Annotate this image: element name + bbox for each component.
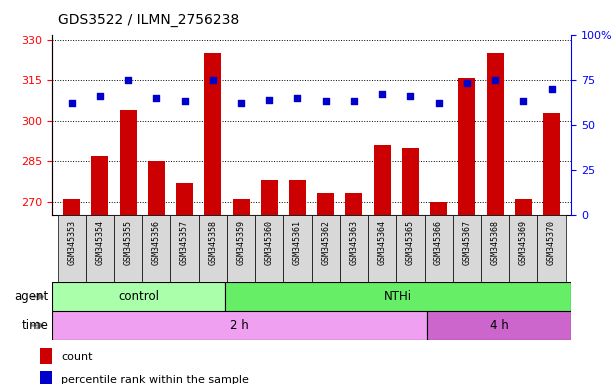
Bar: [225, 282, 571, 311]
Bar: [170, 215, 199, 282]
Text: GSM345367: GSM345367: [463, 220, 471, 265]
Point: [95, 93, 105, 99]
Bar: [538, 215, 566, 282]
Text: GSM345368: GSM345368: [491, 220, 500, 265]
Bar: [176, 183, 193, 384]
Text: GSM345359: GSM345359: [236, 220, 246, 265]
Bar: [227, 215, 255, 282]
Text: GSM345353: GSM345353: [67, 220, 76, 265]
Point: [67, 100, 76, 106]
Bar: [317, 194, 334, 384]
Bar: [142, 215, 170, 282]
Bar: [430, 202, 447, 384]
Bar: [199, 215, 227, 282]
Bar: [148, 161, 165, 384]
Bar: [57, 215, 86, 282]
Point: [547, 86, 557, 92]
Text: 4 h: 4 h: [490, 319, 508, 332]
Bar: [40, 348, 52, 364]
Bar: [284, 215, 312, 282]
Bar: [374, 145, 390, 384]
Text: GSM345364: GSM345364: [378, 220, 387, 265]
Text: GSM345356: GSM345356: [152, 220, 161, 265]
Point: [518, 98, 528, 104]
Point: [434, 100, 444, 106]
Point: [293, 95, 302, 101]
Text: percentile rank within the sample: percentile rank within the sample: [61, 375, 249, 384]
Bar: [486, 53, 503, 384]
Bar: [255, 215, 284, 282]
Text: 2 h: 2 h: [230, 319, 249, 332]
Point: [490, 77, 500, 83]
Bar: [233, 199, 249, 384]
Bar: [543, 113, 560, 384]
Point: [152, 95, 161, 101]
Text: GSM345354: GSM345354: [95, 220, 104, 265]
Text: GSM345360: GSM345360: [265, 220, 274, 265]
Text: GSM345370: GSM345370: [547, 220, 556, 265]
Text: GSM345355: GSM345355: [123, 220, 133, 265]
Text: time: time: [22, 319, 49, 332]
Bar: [515, 199, 532, 384]
Text: GSM345358: GSM345358: [208, 220, 218, 265]
Bar: [481, 215, 509, 282]
Bar: [92, 156, 108, 384]
Text: GSM345369: GSM345369: [519, 220, 528, 265]
Bar: [453, 215, 481, 282]
Bar: [120, 110, 137, 384]
Text: GSM345366: GSM345366: [434, 220, 443, 265]
Bar: [340, 215, 368, 282]
Point: [321, 98, 331, 104]
Bar: [368, 215, 397, 282]
Bar: [86, 215, 114, 282]
Bar: [289, 180, 306, 384]
Bar: [427, 311, 571, 340]
Bar: [52, 311, 427, 340]
Text: GDS3522 / ILMN_2756238: GDS3522 / ILMN_2756238: [58, 13, 240, 27]
Point: [406, 93, 415, 99]
Point: [180, 98, 189, 104]
Text: NTHi: NTHi: [384, 290, 412, 303]
Text: count: count: [61, 352, 93, 362]
Text: GSM345361: GSM345361: [293, 220, 302, 265]
Point: [123, 77, 133, 83]
Bar: [397, 215, 425, 282]
Bar: [402, 148, 419, 384]
Text: GSM345362: GSM345362: [321, 220, 330, 265]
Bar: [40, 371, 52, 384]
Bar: [204, 53, 221, 384]
Text: GSM345365: GSM345365: [406, 220, 415, 265]
Text: GSM345357: GSM345357: [180, 220, 189, 265]
Text: control: control: [118, 290, 159, 303]
Bar: [458, 78, 475, 384]
Bar: [63, 199, 80, 384]
Point: [349, 98, 359, 104]
Point: [377, 91, 387, 97]
Bar: [345, 194, 362, 384]
Bar: [509, 215, 538, 282]
Text: agent: agent: [15, 290, 49, 303]
Bar: [52, 282, 225, 311]
Bar: [425, 215, 453, 282]
Point: [236, 100, 246, 106]
Point: [208, 77, 218, 83]
Point: [265, 96, 274, 103]
Text: GSM345363: GSM345363: [349, 220, 359, 265]
Point: [462, 80, 472, 86]
Bar: [261, 180, 278, 384]
Bar: [114, 215, 142, 282]
Bar: [312, 215, 340, 282]
